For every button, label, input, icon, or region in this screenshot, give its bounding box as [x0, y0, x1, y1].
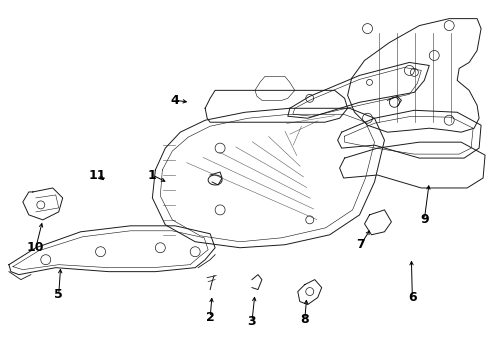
Text: 5: 5 [54, 288, 63, 301]
Text: 8: 8 [300, 313, 308, 326]
Text: 7: 7 [355, 238, 364, 251]
Text: 9: 9 [419, 213, 428, 226]
Text: 6: 6 [407, 291, 416, 304]
Text: 3: 3 [247, 315, 256, 328]
Text: 2: 2 [205, 311, 214, 324]
Text: 4: 4 [170, 94, 179, 107]
Text: 10: 10 [27, 241, 44, 254]
Text: 1: 1 [148, 168, 157, 181]
Text: 11: 11 [89, 168, 106, 181]
